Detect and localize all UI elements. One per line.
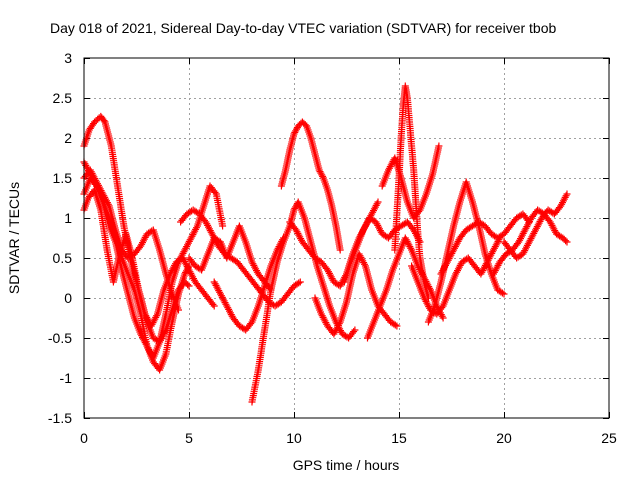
data-point bbox=[563, 190, 571, 198]
data-point bbox=[407, 244, 415, 252]
data-point bbox=[438, 312, 446, 320]
data-point bbox=[351, 326, 359, 334]
data-point bbox=[391, 321, 399, 329]
y-tick-label: -1 bbox=[60, 370, 73, 386]
series-arc-12 bbox=[311, 250, 401, 338]
data-point bbox=[295, 279, 303, 287]
data-point bbox=[184, 281, 192, 289]
data-point bbox=[438, 304, 446, 312]
data-point bbox=[316, 168, 324, 176]
y-tick-label: 2 bbox=[64, 130, 72, 146]
x-tick-label: 25 bbox=[601, 430, 617, 446]
y-tick-label: -1.5 bbox=[48, 410, 72, 426]
data-point bbox=[290, 206, 298, 214]
data-point bbox=[562, 237, 570, 245]
series-arc-5 bbox=[80, 158, 227, 362]
series-arc-21 bbox=[500, 190, 571, 262]
data-point bbox=[219, 222, 227, 230]
series-arc-19 bbox=[437, 210, 533, 278]
data-point bbox=[296, 278, 304, 286]
data-point bbox=[319, 172, 327, 180]
x-axis-title: GPS time / hours bbox=[293, 457, 400, 473]
series-arc-10 bbox=[277, 118, 344, 254]
y-tick-label: 0.5 bbox=[53, 250, 73, 266]
data-point bbox=[175, 306, 182, 314]
data-point bbox=[211, 188, 219, 196]
data-point bbox=[336, 246, 344, 254]
data-point bbox=[291, 128, 299, 136]
y-tick-label: 1.5 bbox=[53, 170, 73, 186]
data-point bbox=[92, 180, 100, 188]
data-point bbox=[498, 289, 506, 297]
series-arc-9 bbox=[248, 198, 359, 406]
data-point bbox=[185, 282, 193, 290]
data-points bbox=[80, 82, 571, 406]
x-tick-label: 20 bbox=[496, 430, 512, 446]
y-tick-label: 0 bbox=[64, 290, 72, 306]
data-point bbox=[562, 192, 570, 200]
plot-frame bbox=[83, 57, 610, 419]
data-point bbox=[350, 328, 358, 336]
data-point bbox=[335, 320, 343, 328]
series-arc-16 bbox=[378, 142, 443, 222]
data-point bbox=[317, 169, 325, 177]
data-point bbox=[292, 127, 300, 135]
data-point bbox=[373, 200, 381, 208]
data-point bbox=[153, 312, 161, 320]
y-axis-title: SDTVAR / TECUs bbox=[6, 182, 22, 294]
y-tick-label: -0.5 bbox=[48, 330, 72, 346]
data-point bbox=[100, 117, 108, 125]
data-point bbox=[210, 302, 218, 310]
data-point bbox=[247, 320, 255, 328]
y-tick-label: 3 bbox=[64, 50, 72, 66]
data-point bbox=[193, 224, 200, 232]
data-point bbox=[374, 198, 382, 206]
data-point bbox=[439, 314, 447, 322]
data-point bbox=[209, 300, 217, 308]
series-arc-15 bbox=[391, 82, 432, 302]
data-point bbox=[563, 238, 571, 246]
x-tick-label: 10 bbox=[286, 430, 302, 446]
chart-title: Day 018 of 2021, Sidereal Day-to-day VTE… bbox=[50, 20, 557, 36]
x-tick-label: 0 bbox=[80, 430, 88, 446]
y-tick-label: 2.5 bbox=[53, 90, 73, 106]
data-point bbox=[361, 260, 368, 268]
data-point bbox=[293, 125, 300, 133]
data-point bbox=[435, 142, 443, 150]
data-point bbox=[415, 208, 423, 216]
y-tick-label: 1 bbox=[64, 210, 72, 226]
data-point bbox=[318, 171, 326, 179]
data-point bbox=[393, 322, 401, 330]
data-point bbox=[290, 130, 298, 138]
x-tick-label: 5 bbox=[185, 430, 193, 446]
data-point bbox=[315, 166, 323, 174]
axis-ticks: 0 5 10 15 20 25 -1.5 -1 -0.5 0 0.5 1 1.5 2 2.5 3 bbox=[48, 50, 617, 446]
data-point bbox=[500, 290, 508, 298]
series-arc-20 bbox=[490, 206, 571, 278]
data-point bbox=[181, 270, 189, 278]
x-tick-label: 15 bbox=[391, 430, 407, 446]
